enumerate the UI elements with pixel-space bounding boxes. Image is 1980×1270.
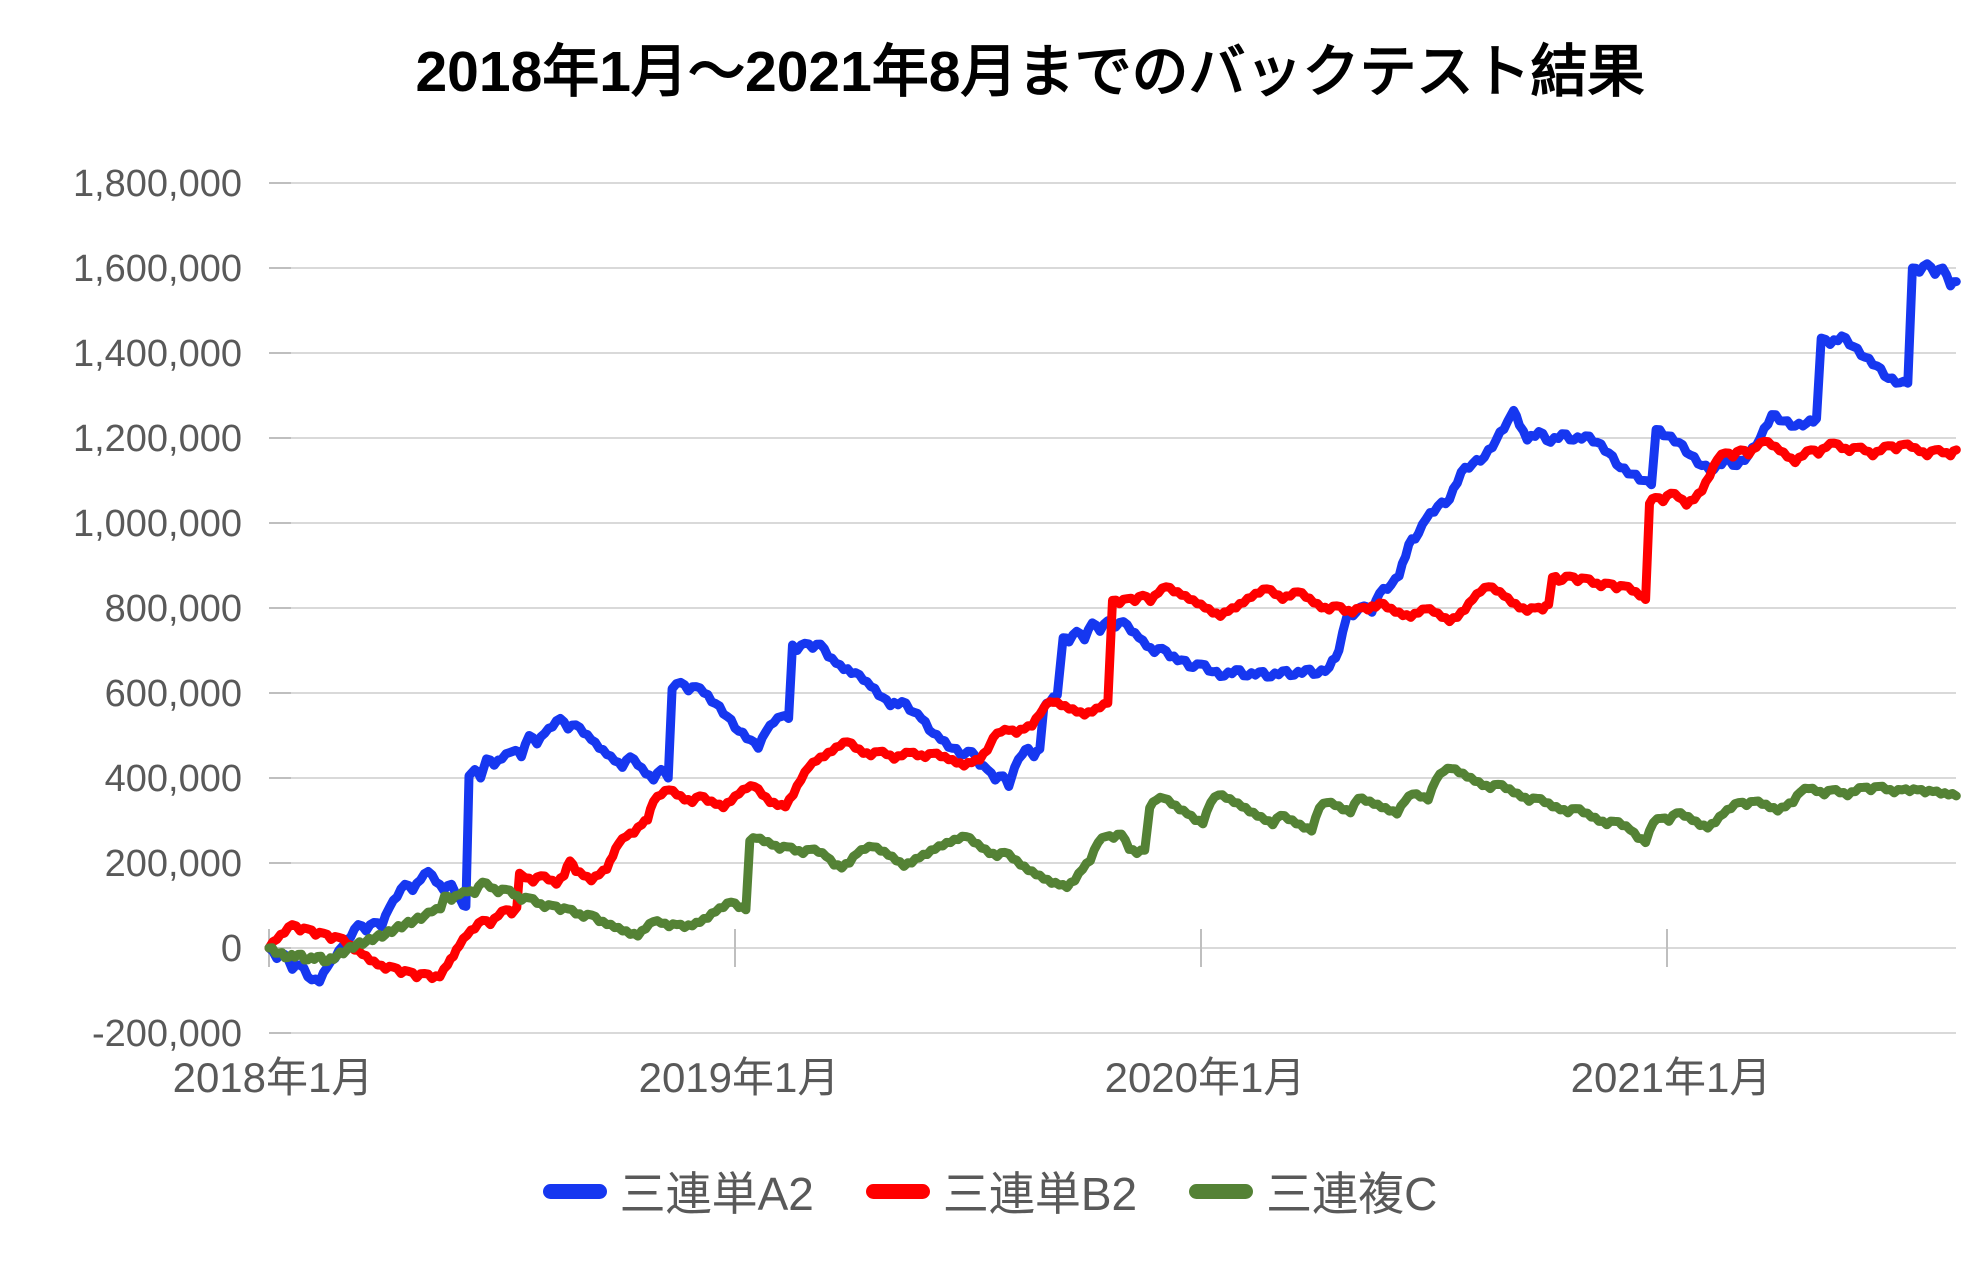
y-axis-tick-label: 600,000	[105, 673, 242, 715]
y-axis-tick-label: 400,000	[105, 758, 242, 800]
y-axis-tick-label: 1,000,000	[73, 503, 242, 545]
y-axis-tick-label: 1,600,000	[73, 248, 242, 290]
x-axis-tick-label: 2020年1月	[1105, 1054, 1306, 1101]
y-axis-tick-label: 1,200,000	[73, 418, 242, 460]
y-axis-tick-label: 1,400,000	[73, 333, 242, 375]
series-b2-swatch-icon	[865, 1183, 930, 1199]
x-axis-tick-label: 2021年1月	[1571, 1054, 1772, 1101]
legend-item-c: 三連複C	[1189, 1158, 1437, 1224]
legend-item-a2: 三連単A2	[542, 1158, 814, 1224]
y-axis-tick-label: 1,800,000	[73, 163, 242, 205]
legend-label-b2: 三連単B2	[942, 1168, 1138, 1220]
series-a2-swatch-icon	[542, 1183, 607, 1199]
y-axis-tick-label: 200,000	[105, 843, 242, 885]
series-c-swatch-icon	[1189, 1183, 1254, 1199]
legend-label-a2: 三連単A2	[619, 1168, 814, 1220]
chart-title: 2018年1月～2021年8月までのバックテスト結果	[415, 40, 1645, 104]
legend: 三連単A2 三連単B2 三連複C	[0, 1158, 1980, 1224]
y-axis-tick-label: -200,000	[92, 1013, 242, 1055]
x-axis-tick-label: 2018年1月	[173, 1054, 374, 1101]
y-axis-tick-label: 0	[221, 928, 242, 970]
legend-item-b2: 三連単B2	[865, 1158, 1138, 1224]
x-axis-tick-label: 2019年1月	[639, 1054, 840, 1101]
series-line-1	[264, 436, 1961, 984]
legend-label-c: 三連複C	[1266, 1168, 1438, 1220]
series-line-2	[264, 763, 1961, 967]
y-axis-tick-label: 800,000	[105, 588, 242, 630]
